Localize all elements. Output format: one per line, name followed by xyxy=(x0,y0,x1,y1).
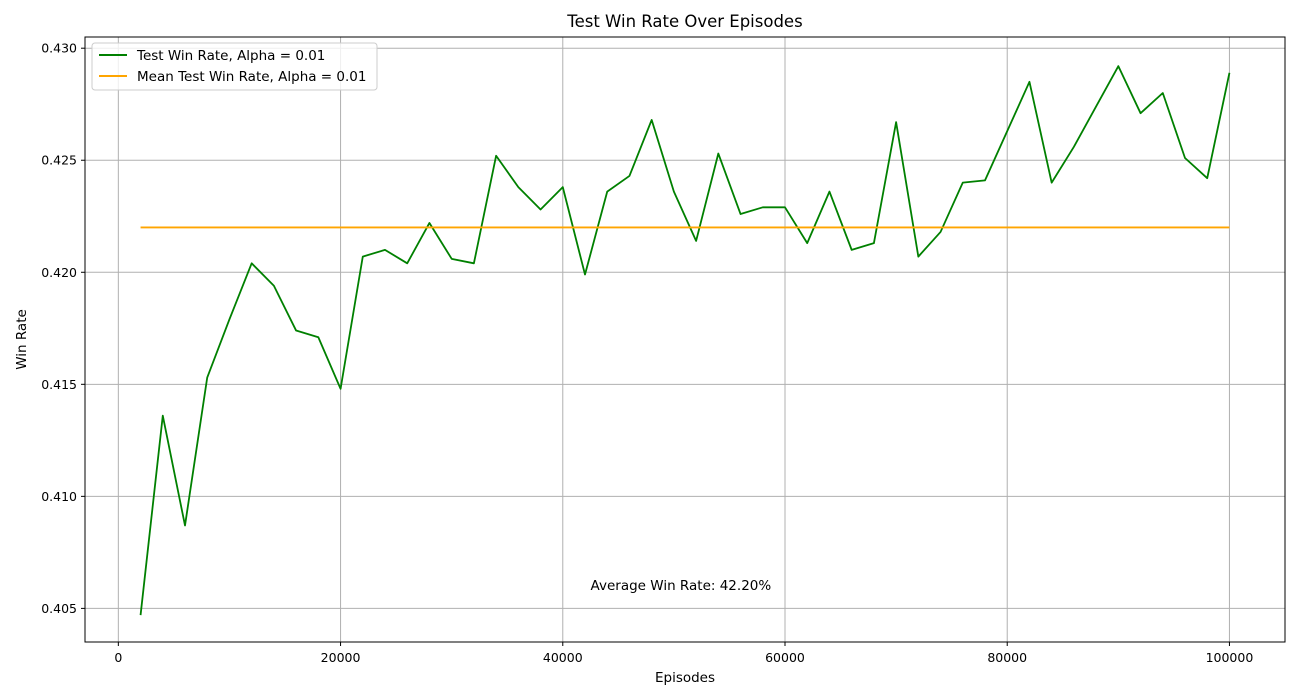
legend: Test Win Rate, Alpha = 0.01 Mean Test Wi… xyxy=(91,42,378,91)
x-tick-label: 100000 xyxy=(1206,650,1254,665)
legend-label-mean-test-win-rate: Mean Test Win Rate, Alpha = 0.01 xyxy=(137,69,366,85)
legend-label-test-win-rate: Test Win Rate, Alpha = 0.01 xyxy=(136,48,325,64)
series-lines xyxy=(139,65,1231,616)
chart-title: Test Win Rate Over Episodes xyxy=(566,12,802,31)
y-tick-label: 0.430 xyxy=(41,41,77,56)
plot-area-frame xyxy=(84,36,1286,643)
x-tick-label: 40000 xyxy=(543,650,583,665)
test-win-rate-line xyxy=(139,65,1231,616)
x-tick-label: 0 xyxy=(114,650,122,665)
legend-box xyxy=(91,42,378,91)
x-tick-label: 20000 xyxy=(321,650,361,665)
x-axis-label: Episodes xyxy=(655,670,715,686)
average-win-rate-annotation: Average Win Rate: 42.20% xyxy=(591,578,772,594)
y-tick-label: 0.420 xyxy=(41,265,77,280)
y-tick-label: 0.410 xyxy=(41,489,77,504)
axis-ticks: 0 20000 40000 60000 80000 100000 0.405 0.410 0.4… xyxy=(41,41,1253,665)
x-tick-label: 60000 xyxy=(765,650,805,665)
y-axis-label: Win Rate xyxy=(14,309,30,370)
x-tick-label: 80000 xyxy=(987,650,1027,665)
y-tick-label: 0.405 xyxy=(41,601,77,616)
y-tick-label: 0.415 xyxy=(41,377,77,392)
y-tick-label: 0.425 xyxy=(41,153,77,168)
grid xyxy=(85,37,1285,642)
